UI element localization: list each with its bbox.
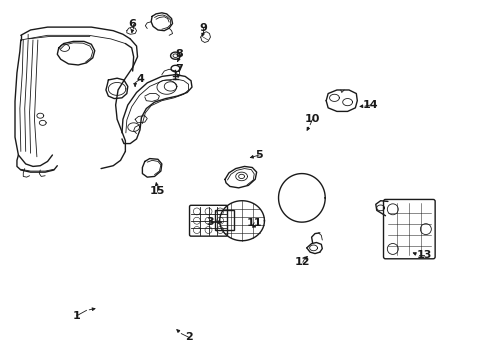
Text: 4: 4 — [136, 74, 143, 84]
Text: 6: 6 — [128, 18, 136, 28]
Text: 12: 12 — [294, 257, 310, 267]
Text: 10: 10 — [304, 114, 320, 124]
Text: 5: 5 — [255, 150, 263, 160]
Text: 1: 1 — [73, 311, 81, 321]
Bar — [215, 210, 233, 230]
Text: 9: 9 — [199, 23, 207, 33]
Text: 8: 8 — [175, 49, 183, 59]
Text: 13: 13 — [416, 250, 431, 260]
Text: 7: 7 — [175, 64, 183, 73]
Text: 11: 11 — [246, 218, 262, 228]
Text: 14: 14 — [363, 100, 378, 110]
Text: 2: 2 — [184, 332, 192, 342]
Text: 15: 15 — [149, 186, 164, 196]
Text: 3: 3 — [206, 217, 214, 227]
